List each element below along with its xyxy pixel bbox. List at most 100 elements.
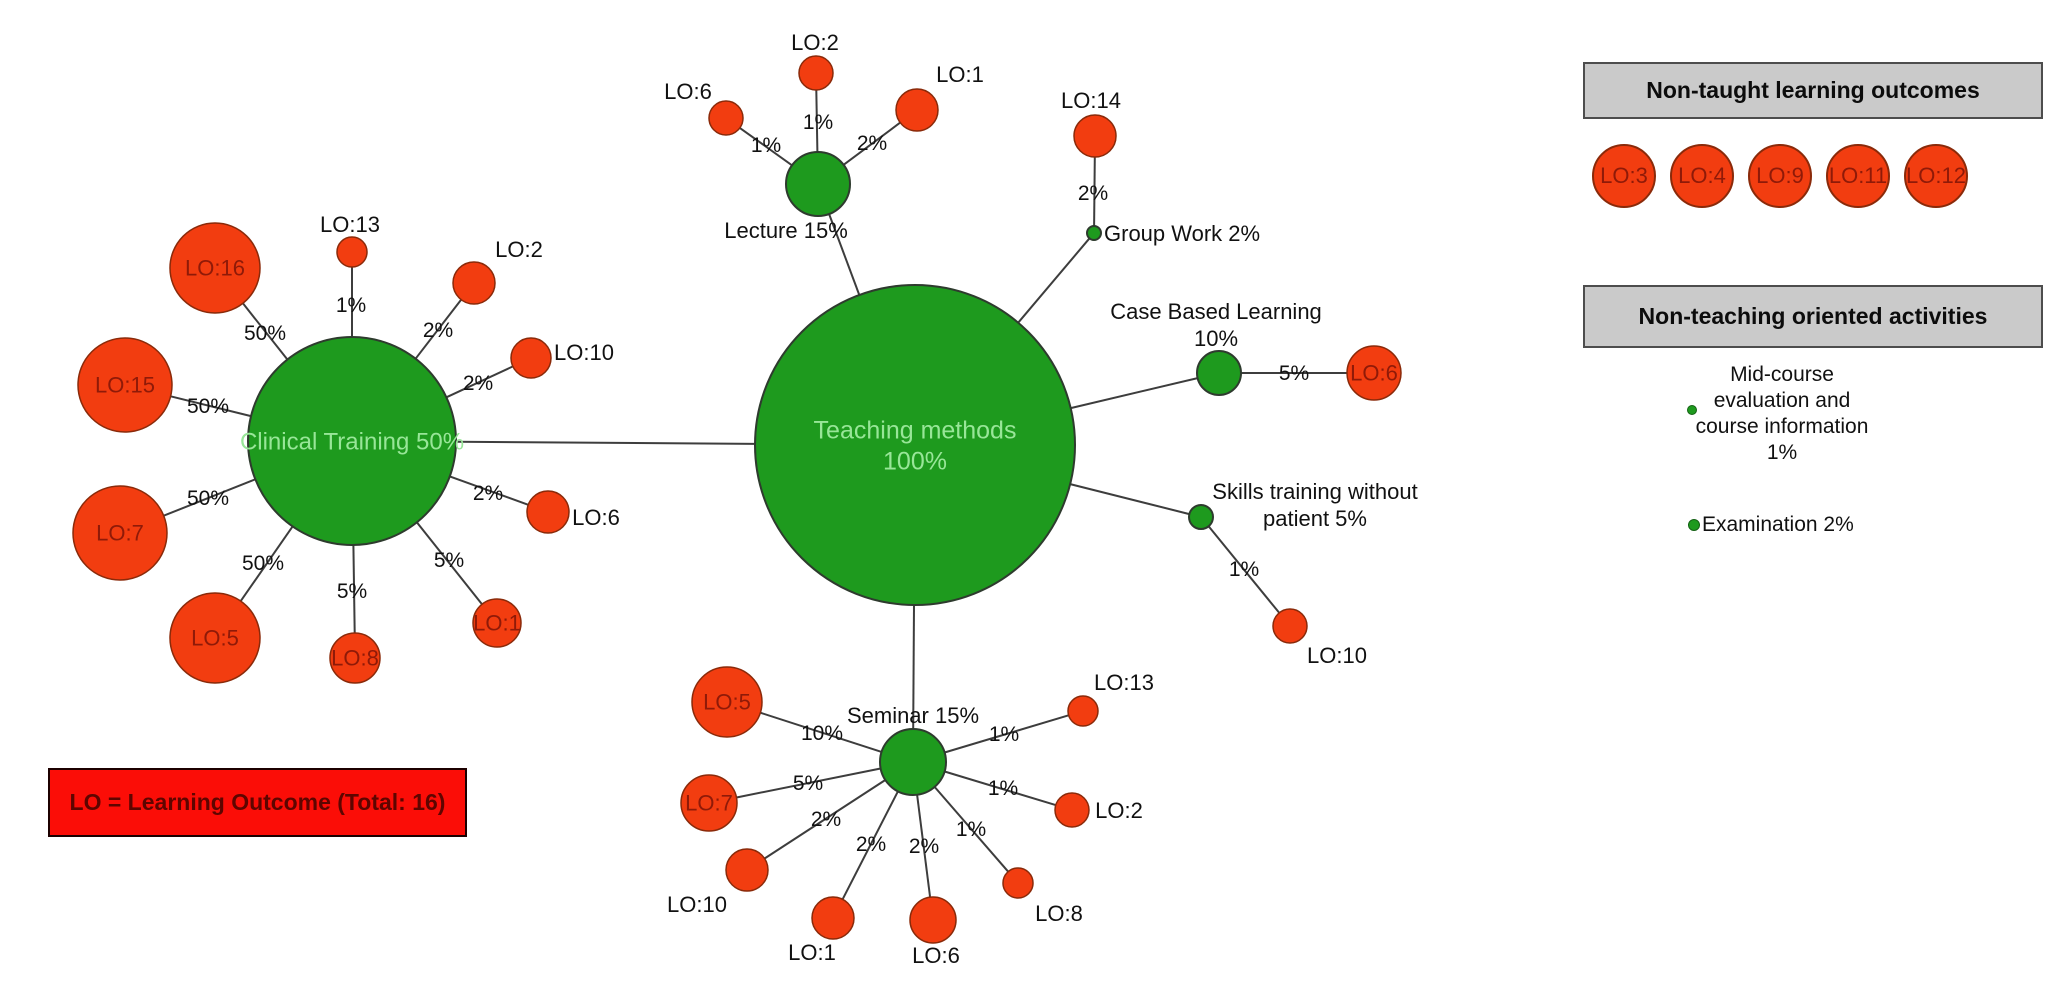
edge-label-lecture-lec-lo2: 1% <box>803 111 833 134</box>
node-label-lec-lo6: LO:6 <box>664 79 712 104</box>
node-ct-lo7 <box>72 485 168 581</box>
edge-label-clinical-ct-lo7: 50% <box>187 487 229 510</box>
node-sem-lo5 <box>691 666 763 738</box>
edge-seminar-sem-lo2 <box>944 770 1056 807</box>
edge-clinical-ct-lo7 <box>163 478 256 517</box>
node-label-sem-lo6: LO:6 <box>912 943 960 968</box>
node-ct-lo16 <box>169 222 261 314</box>
node-gw-lo14 <box>1073 114 1117 158</box>
edge-lecture-lec-lo6 <box>739 127 793 167</box>
node-lecture <box>785 151 851 217</box>
node-sem-lo7 <box>680 774 738 832</box>
edge-teaching-groupwork <box>1017 237 1091 324</box>
edge-clinical-ct-lo15 <box>170 395 252 418</box>
non-taught-outcome-circle: LO:4 <box>1670 144 1734 208</box>
midcourse-node-dot <box>1687 405 1697 415</box>
node-ct-lo13 <box>336 236 368 268</box>
edge-teaching-lecture <box>828 213 861 296</box>
edge-seminar-sem-lo10 <box>764 779 886 860</box>
edge-label-seminar-sem-lo7: 5% <box>793 772 823 795</box>
node-label-lec-lo1: LO:1 <box>936 62 984 87</box>
node-label-ct-lo13: LO:13 <box>320 212 380 237</box>
edge-clinical-ct-lo6 <box>449 475 529 506</box>
edge-label-clinical-ct-lo5: 50% <box>242 552 284 575</box>
edge-label-clinical-ct-lo6: 2% <box>473 482 503 505</box>
edge-skills-sk-lo10 <box>1207 525 1280 614</box>
node-clinical <box>247 336 457 546</box>
edge-label-seminar-sem-lo5: 10% <box>801 722 843 745</box>
node-casebased <box>1196 350 1242 396</box>
node-label-sem-lo8: LO:8 <box>1035 901 1083 926</box>
node-sem-lo1 <box>811 896 855 940</box>
node-label-lec-lo2: LO:2 <box>791 30 839 55</box>
node-label-sem-lo1: LO:1 <box>788 940 836 965</box>
node-ct-lo8 <box>329 632 381 684</box>
edge-lecture-lec-lo1 <box>843 121 901 166</box>
node-label-ct-lo6: LO:6 <box>572 505 620 530</box>
labels-layer: 50%1%2%2%50%2%50%5%50%5%1%1%2%2%5%1%10%5… <box>95 30 1418 968</box>
non-taught-outcome-circle: LO:9 <box>1748 144 1812 208</box>
edge-groupwork-gw-lo14 <box>1093 156 1096 227</box>
node-cb-lo6 <box>1346 345 1402 401</box>
node-label-sem-lo10: LO:10 <box>667 892 727 917</box>
node-ct-lo2 <box>452 261 496 305</box>
edge-label-clinical-ct-lo10: 2% <box>463 372 493 395</box>
node-label-sem-lo2: LO:2 <box>1095 798 1143 823</box>
node-label-ct-lo16: LO:16 <box>185 256 245 281</box>
node-ct-lo5 <box>169 592 261 684</box>
examination-node-dot <box>1688 519 1700 531</box>
edge-label-clinical-ct-lo15: 50% <box>187 395 229 418</box>
node-groupwork <box>1086 225 1102 241</box>
edge-teaching-casebased <box>1070 377 1198 410</box>
edge-lecture-lec-lo2 <box>815 89 819 153</box>
non-teaching-header: Non-teaching oriented activities <box>1583 285 2043 348</box>
node-label-ct-lo10: LO:10 <box>554 340 614 365</box>
node-lec-lo6 <box>708 100 744 136</box>
edge-seminar-sem-lo7 <box>736 767 881 799</box>
node-lec-lo1 <box>895 88 939 132</box>
midcourse-line: 1% <box>1766 441 1798 464</box>
edge-seminar-sem-lo8 <box>933 786 1009 873</box>
node-label-ct-lo15: LO:15 <box>95 373 155 398</box>
edge-label-seminar-sem-lo10: 2% <box>811 808 841 831</box>
node-label-casebased: Case Based Learning 10% <box>1110 299 1322 351</box>
examination-label: Examination 2% <box>1702 513 1854 536</box>
edge-clinical-ct-lo10 <box>445 365 514 399</box>
node-label-ct-lo7: LO:7 <box>96 521 144 546</box>
edge-seminar-sem-lo6 <box>916 794 932 898</box>
edge-label-seminar-sem-lo2: 1% <box>988 777 1018 800</box>
edge-label-seminar-sem-lo8: 1% <box>956 818 986 841</box>
midcourse-line: Mid-course <box>1730 363 1834 386</box>
edge-label-clinical-ct-lo2: 2% <box>423 319 453 342</box>
node-label-lecture: Lecture 15% <box>724 218 848 243</box>
edge-label-clinical-ct-lo8: 5% <box>337 580 367 603</box>
edge-label-clinical-ct-lo1: 5% <box>434 549 464 572</box>
node-seminar <box>879 728 947 796</box>
node-ct-lo1 <box>472 598 522 648</box>
edge-teaching-clinical <box>455 440 756 445</box>
node-sk-lo10 <box>1272 608 1308 644</box>
edge-label-lecture-lec-lo1: 2% <box>857 132 887 155</box>
node-label-sk-lo10: LO:10 <box>1307 643 1367 668</box>
node-label-cb-lo6: LO:6 <box>1350 361 1398 386</box>
node-label-clinical: Clinical Training 50% <box>240 428 464 455</box>
edge-label-clinical-ct-lo13: 1% <box>336 294 366 317</box>
node-label-ct-lo2: LO:2 <box>495 237 543 262</box>
edge-teaching-skills <box>1069 483 1190 516</box>
node-label-sem-lo13: LO:13 <box>1094 670 1154 695</box>
node-label-gw-lo14: LO:14 <box>1061 88 1121 113</box>
node-ct-lo6 <box>526 490 570 534</box>
lo-legend-box: LO = Learning Outcome (Total: 16) <box>48 768 467 837</box>
edge-label-seminar-sem-lo6: 2% <box>909 835 939 858</box>
node-sem-lo10 <box>725 848 769 892</box>
edge-clinical-ct-lo8 <box>352 544 356 634</box>
node-label-sem-lo5: LO:5 <box>703 690 751 715</box>
node-label-ct-lo1: LO:1 <box>473 611 521 636</box>
node-label-skills: Skills training without patient 5% <box>1212 479 1417 531</box>
non-taught-outcomes-row: LO:3 LO:4 LO:9 LO:11 LO:12 <box>1592 144 1968 208</box>
non-taught-outcome-circle: LO:3 <box>1592 144 1656 208</box>
edge-clinical-ct-lo1 <box>416 521 483 605</box>
edge-label-clinical-ct-lo16: 50% <box>244 322 286 345</box>
